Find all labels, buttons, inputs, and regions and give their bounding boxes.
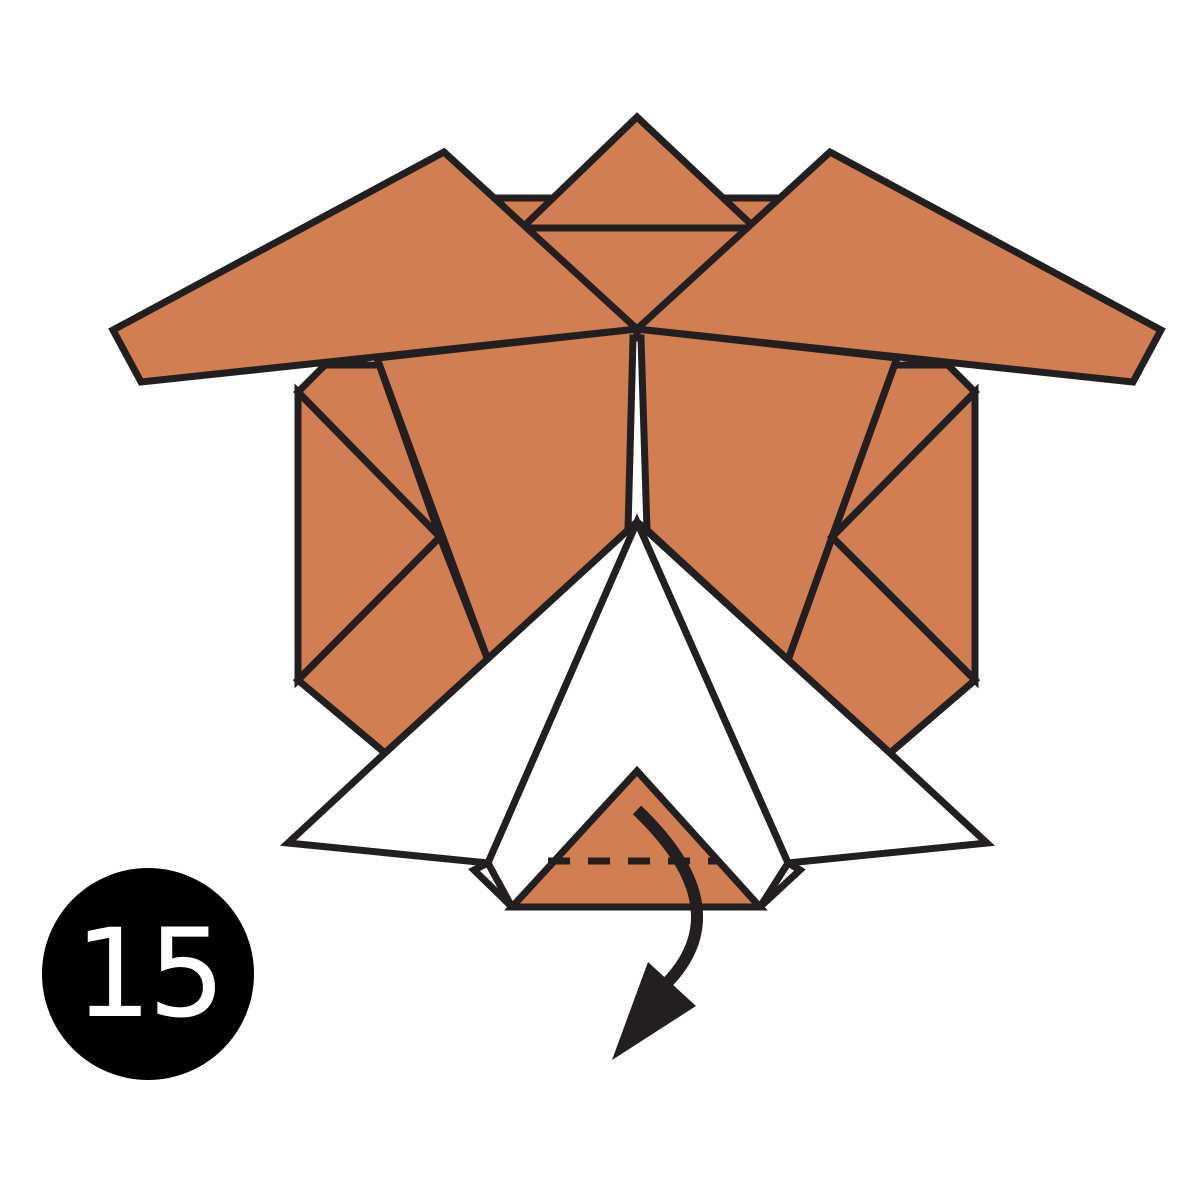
left-diagonal-crease [293,387,445,542]
center-slit [624,334,651,538]
step-number: 15 [74,903,225,1045]
chin-triangle [504,765,768,911]
left-lower-crease [293,532,445,685]
head-triangle [513,112,764,232]
right-diagonal-crease [827,387,980,542]
right-slant-crease [783,353,902,665]
right-lower-crease [827,532,980,685]
folded-model [108,112,1166,911]
right-ear [628,147,1166,386]
step-number-badge: 15 [42,868,254,1080]
fold-down-arrow-icon [612,805,703,1060]
left-slant-crease [372,353,493,665]
